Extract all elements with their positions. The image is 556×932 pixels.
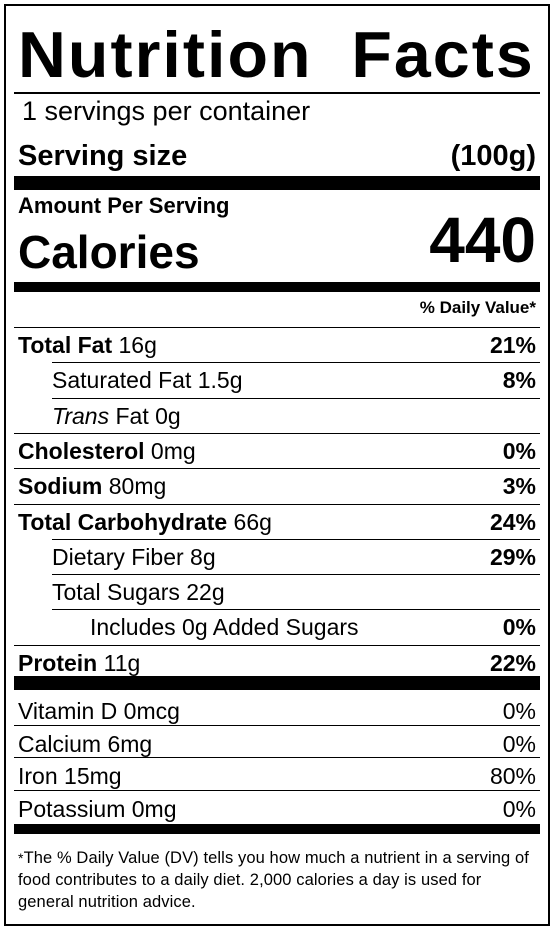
vitamin-daily-value: 0% <box>502 796 536 822</box>
vitamin-divider <box>14 725 540 726</box>
nutrient-name: Dietary Fiber 8g <box>52 540 216 574</box>
vitamin-divider <box>14 790 540 791</box>
vitamin-amount: 15mg <box>64 763 122 789</box>
nutrient-daily-value: 29% <box>489 544 536 570</box>
nutrient-divider <box>52 574 540 575</box>
nutrient-daily-value: 24% <box>489 509 536 535</box>
thick-divider-calories <box>14 282 540 292</box>
calories-label: Calories <box>18 226 200 278</box>
nutrient-amount: 1.5g <box>197 367 243 393</box>
vitamin-amount: 0mcg <box>123 698 180 724</box>
nutrient-label: Trans <box>52 403 110 429</box>
nutrient-daily-value: 3% <box>502 473 536 499</box>
nutrient-label: Total Fat <box>18 332 113 358</box>
nutrient-label: Dietary Fiber <box>52 544 184 570</box>
vitamin-label: Calcium <box>18 731 102 757</box>
nutrient-label-suffix: Fat <box>115 403 149 429</box>
vitamin-row: Potassium 0mg 0% <box>14 792 540 826</box>
title-divider <box>14 92 540 94</box>
nutrient-name: Total Fat 16g <box>18 328 157 362</box>
nutrient-name: Total Carbohydrate 66g <box>18 505 272 539</box>
nutrient-divider <box>14 327 540 328</box>
thick-divider-footnote <box>14 824 540 834</box>
nutrient-daily-value: 0% <box>502 614 536 640</box>
serving-size-value: (100g) <box>450 140 536 172</box>
nutrient-divider <box>52 609 540 610</box>
vitamin-label: Vitamin D <box>18 698 118 724</box>
vitamin-daily-value: 0% <box>502 731 536 757</box>
nutrient-name: Saturated Fat 1.5g <box>52 363 243 397</box>
nutrient-amount: 8g <box>190 544 216 570</box>
vitamin-label: Iron <box>18 763 58 789</box>
nutrient-name: Total Sugars 22g <box>52 575 225 609</box>
vitamin-amount: 6mg <box>107 731 153 757</box>
label-title: Nutrition Facts <box>18 18 535 91</box>
footnote: *The % Daily Value (DV) tells you how mu… <box>18 847 536 913</box>
vitamin-label: Potassium <box>18 796 126 822</box>
nutrient-row: Sodium 80mg 3% <box>14 469 540 503</box>
thick-divider-top <box>14 176 540 190</box>
amount-per-serving: Amount Per Serving <box>18 193 230 218</box>
nutrient-label: Sodium <box>18 473 103 499</box>
nutrient-daily-value: 8% <box>502 367 536 393</box>
nutrient-daily-value: 0% <box>502 438 536 464</box>
nutrient-amount: 22g <box>186 579 225 605</box>
nutrient-divider <box>52 362 540 363</box>
serving-size-label: Serving size <box>18 140 188 172</box>
footnote-star: * <box>18 850 24 866</box>
nutrient-divider <box>14 504 540 505</box>
nutrient-label: Cholesterol <box>18 438 145 464</box>
vitamin-name: Vitamin D 0mcg <box>18 694 180 728</box>
daily-value-header: % Daily Value* <box>419 298 536 317</box>
nutrient-divider <box>52 398 540 399</box>
vitamin-name: Calcium 6mg <box>18 727 152 761</box>
vitamin-daily-value: 80% <box>489 763 536 789</box>
nutrient-name: Cholesterol 0mg <box>18 434 196 468</box>
nutrient-row: Saturated Fat 1.5g 8% <box>14 363 540 397</box>
vitamin-daily-value: 0% <box>502 698 536 724</box>
vitamin-row: Calcium 6mg 0% <box>14 727 540 761</box>
nutrient-row: Dietary Fiber 8g 29% <box>14 540 540 574</box>
nutrition-label: Nutrition Facts 1 servings per container… <box>4 4 550 926</box>
vitamin-row: Vitamin D 0mcg 0% <box>14 694 540 728</box>
nutrient-divider <box>14 468 540 469</box>
thick-divider-vitamins <box>14 676 540 690</box>
nutrient-row: Trans Fat 0g <box>14 399 540 433</box>
nutrient-name: Sodium 80mg <box>18 469 166 503</box>
nutrient-divider <box>52 539 540 540</box>
vitamin-row: Iron 15mg 80% <box>14 759 540 793</box>
nutrient-amount: 66g <box>233 509 272 535</box>
nutrient-daily-value: 21% <box>489 332 536 358</box>
servings-per-container: 1 servings per container <box>22 96 311 126</box>
nutrient-amount: 0g <box>155 403 181 429</box>
nutrient-row: Total Sugars 22g <box>14 575 540 609</box>
nutrient-label: Total Carbohydrate <box>18 509 228 535</box>
nutrient-row: Total Fat 16g 21% <box>14 328 540 362</box>
nutrient-row: Cholesterol 0mg 0% <box>14 434 540 468</box>
nutrient-daily-value: 22% <box>489 650 536 676</box>
footnote-text: The % Daily Value (DV) tells you how muc… <box>18 849 529 911</box>
calories-value: 440 <box>429 204 536 276</box>
nutrient-name: Includes 0g Added Sugars <box>90 610 359 644</box>
nutrient-amount: 80mg <box>108 473 167 499</box>
vitamin-amount: 0mg <box>131 796 177 822</box>
nutrient-row: Protein 11g 22% <box>14 646 540 680</box>
vitamin-divider <box>14 757 540 758</box>
nutrient-amount: 16g <box>118 332 157 358</box>
nutrient-label: Protein <box>18 650 98 676</box>
nutrient-amount: 11g <box>103 650 141 676</box>
nutrient-label: Saturated Fat <box>52 367 192 393</box>
nutrient-divider <box>14 645 540 646</box>
nutrient-label: Total Sugars <box>52 579 180 605</box>
nutrient-name: Protein 11g <box>18 646 140 680</box>
nutrient-row: Includes 0g Added Sugars 0% <box>14 610 540 644</box>
vitamin-name: Iron 15mg <box>18 759 122 793</box>
nutrient-name: Trans Fat 0g <box>52 399 181 433</box>
nutrient-row: Total Carbohydrate 66g 24% <box>14 505 540 539</box>
nutrient-label: Includes 0g Added Sugars <box>90 614 359 640</box>
nutrient-amount: 0mg <box>150 438 196 464</box>
vitamin-name: Potassium 0mg <box>18 792 177 826</box>
nutrient-divider <box>14 433 540 434</box>
